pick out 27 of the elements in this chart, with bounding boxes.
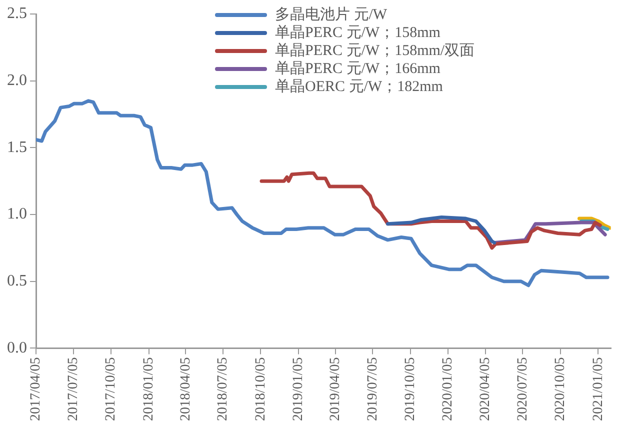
- y-tick-label: 2.0: [7, 72, 27, 90]
- x-tick-label: 2018/07/05: [216, 357, 231, 421]
- x-tick-label: 2017/04/05: [28, 357, 44, 421]
- x-tick-label: 2018/04/05: [178, 357, 194, 421]
- legend-label: 多晶电池片 元/W: [275, 6, 388, 24]
- x-tick-label: 2020/10/05: [553, 357, 568, 421]
- x-tick-label: 2018/01/05: [141, 357, 156, 421]
- x-tick-label: 2019/04/05: [328, 357, 343, 421]
- y-tick-label: 1.5: [7, 138, 27, 156]
- x-tick-label: 2019/01/05: [291, 357, 306, 421]
- x-tick-label: 2020/04/05: [478, 357, 494, 421]
- legend-label: 单晶PERC 元/W；166mm: [275, 60, 440, 78]
- x-tick-label: 2020/01/05: [440, 357, 456, 421]
- x-tick-label: 2020/07/05: [515, 357, 530, 421]
- legend-label: 单晶PERC 元/W；158mm: [275, 24, 440, 42]
- legend-label: 单晶OERC 元/W；182mm: [275, 78, 443, 96]
- y-tick-label: 0.0: [7, 339, 27, 356]
- x-tick-label: 2017/07/05: [66, 357, 81, 421]
- x-tick-label: 2021/01/05: [590, 357, 606, 421]
- x-tick-label: 2017/10/05: [104, 357, 119, 421]
- x-tick-label: 2019/07/05: [365, 357, 380, 421]
- legend-label: 单晶PERC 元/W；158mm/双面: [275, 42, 475, 60]
- y-tick-label: 0.5: [7, 272, 27, 290]
- y-tick-label: 1.0: [7, 206, 27, 223]
- y-tick-label: 2.5: [7, 5, 27, 22]
- x-tick-label: 2018/10/05: [253, 357, 268, 421]
- x-tick-label: 2019/10/05: [403, 357, 418, 421]
